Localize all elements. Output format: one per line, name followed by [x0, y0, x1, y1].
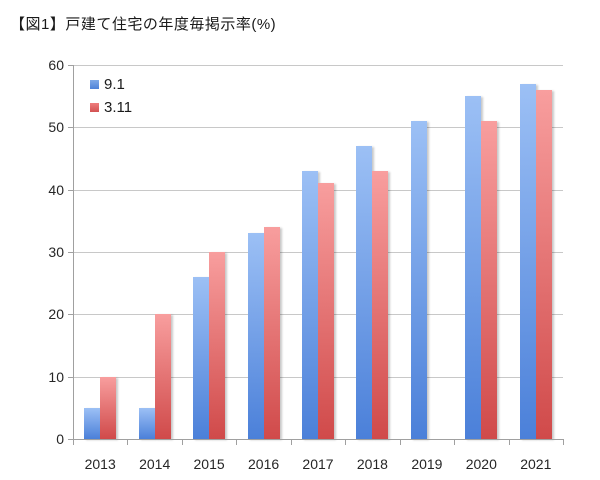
bar-3.11-2014 [154, 314, 171, 439]
x-axis-tick [345, 440, 347, 445]
bar-9.1-2013 [84, 407, 101, 439]
y-tick-label: 0 [56, 431, 64, 447]
chart-title: 【図1】戸建て住宅の年度毎掲示率(%) [10, 16, 277, 33]
y-axis-tick [68, 127, 73, 129]
x-axis-tick [290, 440, 292, 445]
x-axis-tick [508, 440, 510, 445]
y-axis-tick [68, 439, 73, 440]
legend-item-9.1: 9.1 [90, 77, 132, 92]
y-axis-tick [68, 314, 73, 316]
x-tick-label: 2016 [248, 456, 280, 472]
legend-item-3.11: 3.11 [90, 100, 132, 115]
x-axis-tick [399, 440, 401, 445]
legend-label: 9.1 [104, 76, 125, 93]
x-tick-label: 2020 [465, 456, 497, 472]
bar-9.1-2020 [465, 96, 482, 439]
bar-9.1-2018 [356, 146, 373, 439]
x-tick-label: 2014 [139, 456, 171, 472]
bar-3.11-2016 [263, 227, 280, 439]
y-tick-label: 20 [48, 306, 64, 323]
x-tick-label: 2018 [356, 456, 388, 472]
x-axis-line [73, 439, 564, 440]
bar-3.11-2018 [372, 171, 389, 439]
y-tick-label: 10 [48, 368, 64, 385]
x-axis-tick [73, 440, 74, 445]
bar-9.1-2017 [302, 171, 318, 439]
x-tick-label: 2019 [411, 456, 443, 472]
y-tick-label: 40 [48, 181, 64, 198]
bar-3.11-2021 [535, 89, 552, 439]
x-tick-label: 2015 [193, 456, 225, 472]
y-tick-label: 50 [48, 119, 64, 136]
x-axis-tick [236, 440, 238, 445]
y-tick-label: 60 [48, 57, 64, 73]
bar-3.11-2015 [209, 252, 226, 439]
legend-marker-icon [90, 103, 99, 112]
y-tick-label: 30 [48, 244, 64, 260]
x-axis-tick [454, 440, 456, 445]
bar-9.1-2021 [519, 83, 536, 439]
gridline [73, 65, 563, 66]
x-axis-tick [181, 440, 183, 445]
x-axis-tick [563, 440, 564, 445]
bar-9.1-2016 [247, 233, 264, 439]
bar-3.11-2020 [481, 121, 498, 439]
x-tick-label: 2017 [302, 456, 334, 472]
legend-marker-icon [90, 80, 99, 89]
y-axis-tick [68, 189, 73, 191]
x-axis-tick [127, 440, 129, 445]
y-axis-tick [68, 376, 73, 378]
bar-3.11-2013 [100, 376, 117, 439]
x-tick-label: 2013 [84, 456, 116, 472]
y-axis-tick [68, 65, 73, 66]
legend: 9.1 3.11 [90, 77, 132, 123]
legend-label: 3.11 [104, 99, 133, 116]
x-tick-label: 2021 [520, 456, 552, 472]
bar-9.1-2014 [138, 407, 155, 439]
bar-3.11-2017 [318, 183, 334, 439]
gridline [73, 127, 563, 129]
bar-9.1-2019 [410, 121, 427, 439]
y-axis-tick [68, 252, 73, 253]
bar-9.1-2015 [193, 276, 210, 439]
y-axis-line [73, 65, 74, 444]
